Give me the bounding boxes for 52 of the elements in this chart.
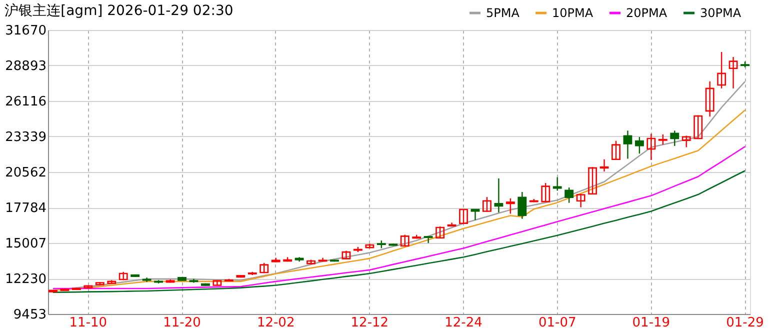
candlestick [482,196,492,212]
x-tick-label: 01-19 [632,316,670,330]
x-tick-label: 12-12 [350,316,389,330]
candlestick [552,176,562,192]
candlestick [694,114,703,140]
x-tick-label: 12-24 [444,316,482,330]
x-tick-label: 01-07 [538,316,576,330]
legend-label: 10PMA [552,6,594,20]
candlestick [400,234,410,247]
y-tick-label: 23339 [5,130,46,145]
y-tick-label: 9453 [13,308,46,322]
legend-label: 5PMA [486,6,520,20]
candlestick [564,186,574,204]
candlestick [717,51,726,90]
candlestick [436,226,445,239]
candlestick [506,198,515,214]
candlestick [424,236,433,244]
x-tick-label: 11-20 [163,316,201,330]
candlestick [623,130,632,160]
y-tick-label: 31670 [5,24,46,38]
y-tick-label: 15007 [5,236,46,252]
candlestick [682,135,691,148]
chart-title: 沪银主连[agm] 2026-01-29 02:30 [4,3,234,19]
candlestick [646,133,656,161]
candlestick [600,158,609,172]
y-tick-label: 26116 [5,94,46,110]
candlestick [518,191,527,220]
x-tick-label: 12-02 [256,316,295,330]
candlestick [728,56,738,90]
candlestick [459,208,468,225]
line-series [52,146,746,290]
y-tick-label: 12230 [5,272,46,287]
y-tick-label: 20562 [5,165,46,180]
x-tick-label: 11-10 [69,316,108,330]
candlestick [588,166,597,196]
legend-label: 20PMA [626,6,668,20]
legend-label: 30PMA [700,6,742,20]
candlestick [634,136,644,154]
candlestick [576,193,586,208]
candlestick [494,178,504,214]
candlestick [342,250,351,260]
candlestick [260,262,269,274]
candlestick [612,140,620,161]
x-tick-label: 01-29 [726,316,764,330]
candlestick [541,182,550,203]
y-tick-label: 17784 [5,201,46,216]
candlestick [705,80,714,118]
y-tick-label: 28893 [5,59,46,74]
candlestick [658,134,668,146]
candlestick [470,208,480,221]
line-series [52,170,746,293]
candlestick [670,130,680,147]
